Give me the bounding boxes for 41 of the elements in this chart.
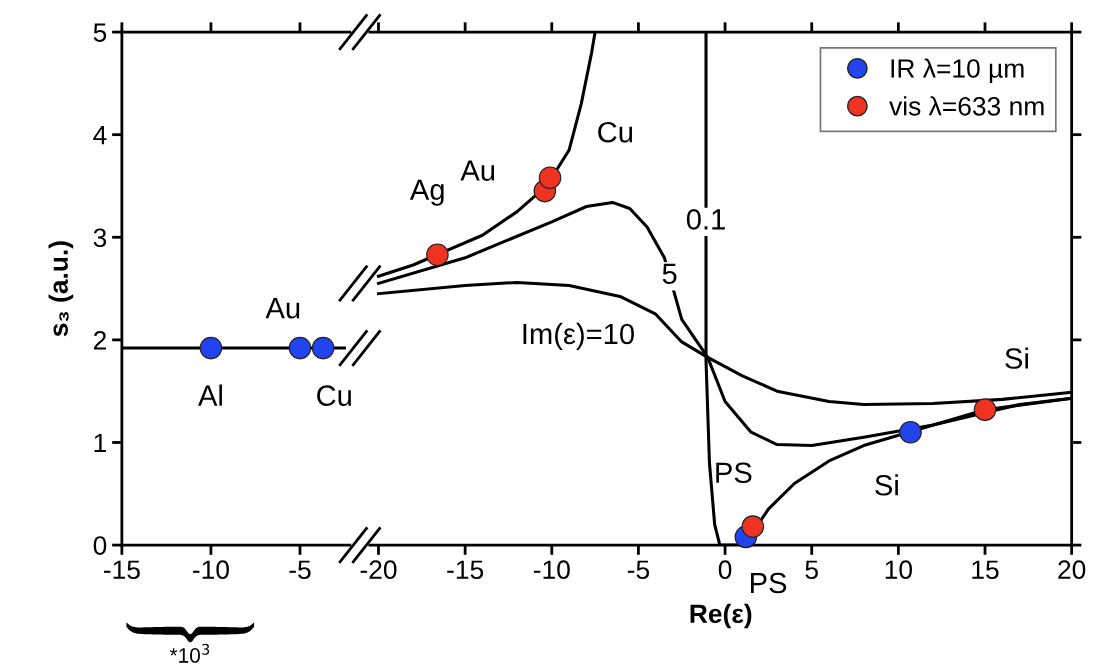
y-tick-label: 2 [93, 331, 106, 350]
x-tick-label: -15 [103, 560, 140, 580]
point [538, 166, 562, 190]
y-tick-label: 4 [93, 126, 107, 145]
text: *10$^{3}$ [169, 643, 210, 663]
y-tick-label: 1 [94, 433, 107, 453]
y-tick-label: 3 [93, 228, 107, 248]
y-tick-label: 5 [93, 23, 107, 42]
point [426, 243, 449, 267]
x-tick-label: 10 [885, 560, 912, 580]
x-tick-label: -10 [193, 560, 229, 580]
x-tick-label: -20 [360, 560, 397, 580]
x-tick-label: -5 [627, 560, 650, 580]
x-tick-label: 20 [1058, 560, 1086, 580]
legend-label: vis λ=633 nm [889, 96, 1044, 116]
annotation: PS [751, 572, 787, 594]
annotation: Cu [598, 121, 633, 143]
annotation: Im(ε)=10 [523, 322, 634, 351]
legend-label: IR λ=10 µm [891, 58, 1024, 84]
y-tick-label: 0 [93, 536, 107, 555]
annotation: Au [265, 298, 300, 319]
x-tick-label: -10 [533, 560, 570, 580]
annotation: Si [1005, 347, 1028, 369]
annotation: Al [198, 384, 222, 406]
annotation: 5 [662, 263, 677, 285]
x-tick-label: 5 [805, 560, 818, 580]
x-tick-label: -15 [447, 560, 484, 580]
annotation: Si [875, 474, 898, 496]
point [741, 515, 765, 538]
annotation: PS [716, 462, 752, 484]
x-tick-label: 15 [972, 560, 999, 580]
annotation: Au [460, 160, 495, 181]
x-tick-label: -5 [289, 560, 311, 580]
annotation: Cu [317, 385, 351, 406]
annotation: 0.1 [686, 209, 725, 230]
annotation: Ag [409, 179, 444, 206]
point [899, 420, 922, 444]
point [973, 398, 997, 421]
y-axis-title: s₃ (a.u.) [48, 241, 74, 337]
x-tick-label: 0 [718, 560, 732, 580]
x-axis-title: Re(ε) [690, 603, 752, 629]
